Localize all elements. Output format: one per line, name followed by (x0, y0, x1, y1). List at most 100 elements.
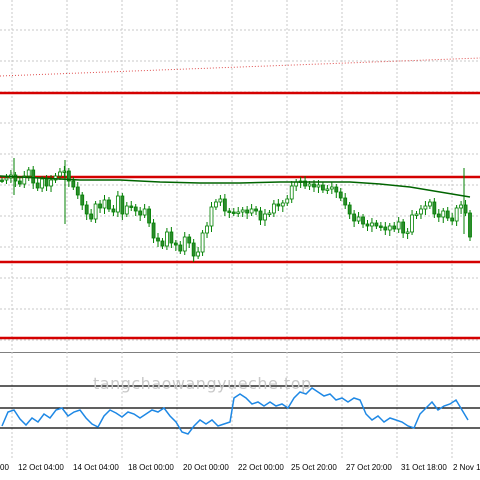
candle-body (236, 211, 241, 214)
candle-body (111, 208, 116, 213)
candle-body (173, 242, 178, 246)
candle-body (258, 210, 263, 221)
candle-body (321, 184, 325, 191)
candle-body (405, 231, 410, 234)
candle-body (352, 213, 357, 222)
candle-body (414, 213, 419, 216)
candle-body (392, 225, 397, 230)
time-label: 31 Oct 18:00 (401, 463, 447, 472)
candle-body (147, 208, 151, 224)
candle-body (49, 179, 53, 187)
candle-body (156, 237, 160, 242)
candle-body (361, 216, 365, 225)
candle-body (249, 208, 254, 214)
candle-body (182, 236, 187, 252)
candle-body (31, 169, 36, 184)
candle-body (267, 212, 272, 215)
candle-body (98, 203, 102, 209)
candle-body (209, 206, 214, 227)
candle-body (325, 188, 330, 191)
candle-body (4, 177, 9, 181)
time-label: 14 Oct 04:00 (73, 463, 119, 472)
oscillator-line (1, 387, 469, 435)
candle-body (374, 222, 379, 227)
candle-body (138, 210, 143, 216)
candle-body (178, 244, 183, 252)
candle-body (419, 208, 423, 215)
candle-body (196, 251, 201, 257)
candle-body (84, 204, 89, 215)
candle-body (227, 210, 232, 213)
candle-body (58, 171, 62, 177)
time-label: 00 (0, 463, 9, 472)
candle-body (254, 208, 258, 212)
candle-body (316, 184, 321, 188)
candle-body (387, 225, 392, 231)
candle-body (432, 201, 437, 215)
time-label: 12 Oct 04:00 (18, 463, 64, 472)
candle-body (240, 209, 245, 213)
time-label: 22 Oct 00:00 (238, 463, 284, 472)
candle-body (338, 191, 343, 199)
candle-body (343, 197, 348, 206)
candle-body (35, 182, 40, 189)
trendline (0, 57, 480, 77)
candle-body (383, 226, 388, 231)
candle-body (44, 178, 49, 187)
candle-body (280, 202, 285, 207)
candle-body (307, 183, 312, 187)
candle-body (26, 169, 31, 177)
candle-body (17, 180, 22, 185)
candle-body (450, 217, 455, 222)
candle-body (133, 206, 138, 212)
candle-body (124, 205, 129, 215)
candle-body (303, 180, 307, 187)
candle-body (115, 195, 120, 213)
candle-body (120, 195, 125, 215)
oscillator-panel[interactable] (0, 352, 480, 458)
time-label: 18 Oct 00:00 (128, 463, 174, 472)
candle-body (356, 216, 361, 222)
candle-body (200, 232, 205, 253)
candle-body (75, 186, 80, 196)
candle-body (107, 199, 111, 210)
candle-body (160, 240, 165, 247)
candle-body (454, 207, 459, 222)
candle-body (271, 203, 276, 214)
candle-body (263, 213, 267, 221)
time-label: 20 Oct 00:00 (183, 463, 229, 472)
candle-body (66, 170, 71, 182)
candle-body (285, 198, 290, 204)
candle-body (396, 221, 401, 230)
candle-body (165, 231, 169, 247)
candle-body (289, 185, 294, 200)
candle-body (40, 178, 45, 189)
candle-body (222, 198, 227, 212)
candle-body (347, 204, 352, 215)
candle-body (214, 201, 218, 208)
candle-body (378, 225, 383, 228)
candle-body (102, 199, 107, 209)
moving-average-line (0, 175, 471, 198)
candle-body (427, 201, 432, 207)
candle-body (468, 212, 472, 238)
candle-body (187, 236, 192, 244)
time-axis: 00 12 Oct 04:00 14 Oct 04:00 18 Oct 00:0… (0, 458, 480, 480)
watermark-text: tangchaowangyueche.top (93, 374, 312, 393)
candle-body (89, 213, 94, 220)
candle-body (218, 198, 223, 203)
candle-body (129, 205, 134, 208)
time-label: 27 Oct 20:00 (346, 463, 392, 472)
candle-body (142, 208, 147, 216)
candle-body (245, 209, 250, 214)
panel-separator[interactable] (0, 352, 480, 353)
candle-body (276, 203, 281, 207)
price-chart[interactable] (0, 0, 480, 352)
candle-body (231, 211, 236, 214)
time-label: 2 Nov 16 (453, 463, 480, 472)
candle-body (169, 231, 174, 244)
candle-body (445, 210, 450, 219)
candle-body (436, 213, 441, 218)
candle-body (312, 183, 316, 188)
candle-body (62, 170, 67, 173)
